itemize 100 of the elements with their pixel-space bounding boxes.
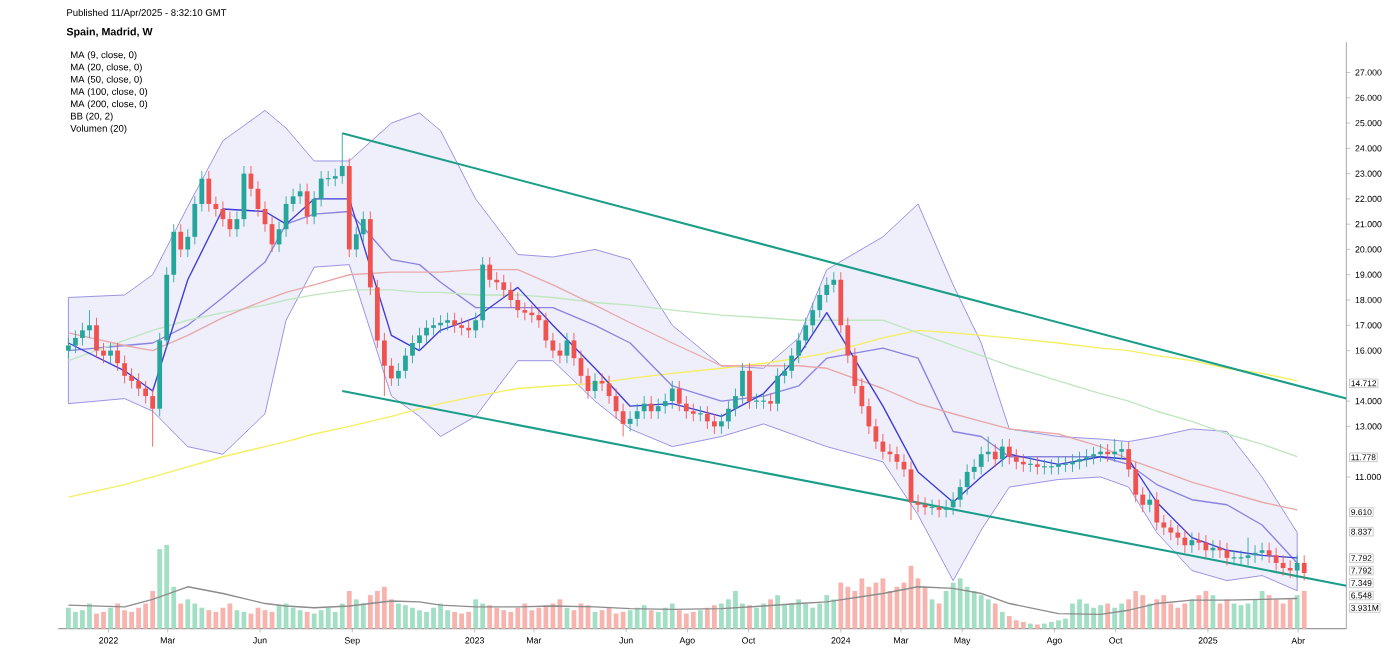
bar xyxy=(445,610,450,629)
candlestick xyxy=(150,388,156,448)
candlestick xyxy=(1035,456,1040,475)
candlestick xyxy=(452,312,457,334)
candlestick xyxy=(810,302,816,334)
bar xyxy=(1119,603,1125,629)
candlestick xyxy=(424,319,429,344)
candlestick xyxy=(1273,547,1279,572)
bar xyxy=(1056,620,1061,629)
candlestick xyxy=(1301,555,1307,582)
bar xyxy=(199,607,205,629)
bar xyxy=(775,595,780,629)
bar xyxy=(1084,603,1089,629)
bar xyxy=(697,610,703,629)
bar xyxy=(1070,603,1075,629)
bar xyxy=(627,610,633,629)
bar xyxy=(1273,599,1279,629)
bar xyxy=(655,611,661,629)
bar xyxy=(824,595,830,629)
candlestick xyxy=(473,312,479,339)
bar xyxy=(726,599,731,629)
candlestick xyxy=(94,317,99,359)
candlestick xyxy=(1041,458,1048,475)
candlestick xyxy=(543,312,549,349)
candlestick xyxy=(1154,491,1160,531)
candlestick xyxy=(852,347,858,395)
bar xyxy=(957,578,963,629)
candlestick xyxy=(129,367,134,390)
candlestick xyxy=(171,223,177,283)
bar xyxy=(522,603,528,629)
bar xyxy=(712,605,717,629)
bar xyxy=(985,599,991,629)
candlestick xyxy=(220,201,226,228)
bar xyxy=(1006,616,1012,629)
candlestick xyxy=(1006,438,1012,465)
bar xyxy=(641,605,647,629)
candlestick xyxy=(213,196,219,218)
candlestick xyxy=(122,355,127,384)
bar xyxy=(80,610,85,629)
line-series xyxy=(67,329,1298,498)
candlestick xyxy=(1175,524,1181,546)
bar xyxy=(122,610,127,629)
bar xyxy=(1140,595,1146,629)
candlestick xyxy=(115,342,120,372)
bar xyxy=(866,586,872,629)
candlestick xyxy=(704,405,710,430)
bar xyxy=(459,613,465,629)
bar xyxy=(410,607,415,629)
bar xyxy=(297,610,303,629)
candlestick xyxy=(304,183,310,225)
candlestick xyxy=(1119,441,1125,460)
bar xyxy=(325,607,331,629)
bar xyxy=(1091,607,1096,629)
bar xyxy=(529,610,535,629)
candlestick xyxy=(831,271,837,293)
bar xyxy=(304,611,310,629)
bar xyxy=(431,607,436,629)
bar xyxy=(992,603,998,629)
candlestick xyxy=(1168,519,1174,541)
candlestick xyxy=(999,438,1005,468)
candlestick xyxy=(760,393,767,410)
bar xyxy=(108,607,113,629)
candlestick xyxy=(417,327,422,352)
candlestick xyxy=(318,170,324,207)
candlestick xyxy=(978,446,984,475)
bar xyxy=(676,610,682,629)
bar xyxy=(789,603,795,629)
bar xyxy=(452,611,457,629)
bar xyxy=(648,610,654,629)
candlestick xyxy=(487,256,493,288)
candlestick xyxy=(206,170,212,213)
candlestick xyxy=(782,362,787,384)
candlestick xyxy=(410,335,415,364)
candlestick xyxy=(634,403,640,427)
candlestick xyxy=(1027,456,1034,473)
candlestick xyxy=(690,403,696,422)
candlestick xyxy=(662,393,668,415)
candlestick xyxy=(73,330,78,354)
candlestick xyxy=(796,332,802,364)
bar xyxy=(473,599,479,629)
bar xyxy=(494,607,500,629)
candlestick xyxy=(1182,529,1188,554)
candlestick xyxy=(501,274,507,299)
candlestick xyxy=(1238,549,1244,566)
candlestick xyxy=(915,494,921,513)
bar xyxy=(346,591,352,629)
bar xyxy=(220,607,226,629)
bar xyxy=(1189,599,1195,629)
candlestick xyxy=(1048,458,1055,475)
bar xyxy=(704,607,710,629)
bar xyxy=(1147,603,1153,629)
candlestick xyxy=(381,332,387,397)
candlestick xyxy=(1294,555,1300,579)
candlestick xyxy=(747,362,752,410)
candlestick xyxy=(683,395,689,420)
candlestick xyxy=(339,132,345,185)
candlestick xyxy=(199,170,205,213)
candlestick xyxy=(943,499,949,518)
bar xyxy=(536,607,542,629)
candlestick xyxy=(1147,491,1153,513)
